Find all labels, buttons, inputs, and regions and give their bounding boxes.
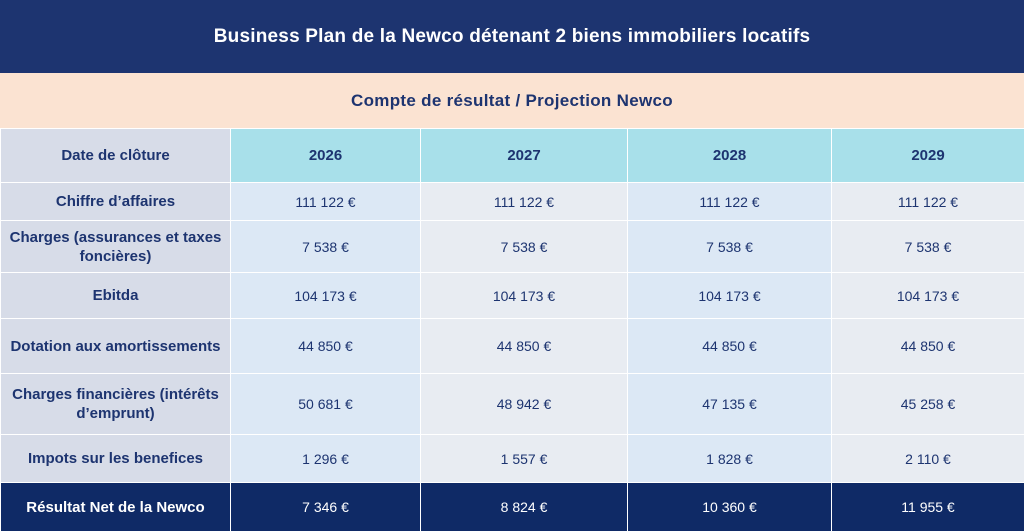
table-subtitle: Compte de résultat / Projection Newco bbox=[0, 73, 1024, 128]
cell-value: 7 538 € bbox=[628, 221, 832, 273]
table-row: Dotation aux amortissements 44 850 € 44 … bbox=[1, 319, 1024, 374]
cell-value: 44 850 € bbox=[421, 319, 628, 374]
cell-value: 1 828 € bbox=[628, 435, 832, 483]
table-row: Charges (assurances et taxes foncières) … bbox=[1, 221, 1024, 273]
cell-value: 48 942 € bbox=[421, 374, 628, 435]
table-row: Chiffre d’affaires 111 122 € 111 122 € 1… bbox=[1, 183, 1024, 221]
cell-value: 111 122 € bbox=[421, 183, 628, 221]
cell-value: 44 850 € bbox=[832, 319, 1024, 374]
row-label: Ebitda bbox=[1, 273, 231, 319]
cell-value: 111 122 € bbox=[832, 183, 1024, 221]
table-row: Charges financières (intérêts d’emprunt)… bbox=[1, 374, 1024, 435]
cell-value: 45 258 € bbox=[832, 374, 1024, 435]
table-title: Business Plan de la Newco détenant 2 bie… bbox=[0, 0, 1024, 73]
business-plan-table: Date de clôture 2026 2027 2028 2029 Chif… bbox=[0, 128, 1024, 532]
cell-value: 7 538 € bbox=[832, 221, 1024, 273]
table-row: Impots sur les benefices 1 296 € 1 557 €… bbox=[1, 435, 1024, 483]
cell-value: 104 173 € bbox=[628, 273, 832, 319]
cell-value: 11 955 € bbox=[832, 483, 1024, 532]
cell-value: 111 122 € bbox=[231, 183, 421, 221]
cell-value: 50 681 € bbox=[231, 374, 421, 435]
row-label: Impots sur les benefices bbox=[1, 435, 231, 483]
cell-value: 47 135 € bbox=[628, 374, 832, 435]
cell-value: 2 110 € bbox=[832, 435, 1024, 483]
cell-value: 7 538 € bbox=[421, 221, 628, 273]
net-result-row: Résultat Net de la Newco 7 346 € 8 824 €… bbox=[1, 483, 1024, 532]
cell-value: 104 173 € bbox=[832, 273, 1024, 319]
cell-value: 7 346 € bbox=[231, 483, 421, 532]
cell-value: 1 296 € bbox=[231, 435, 421, 483]
cell-value: 7 538 € bbox=[231, 221, 421, 273]
cell-value: 104 173 € bbox=[231, 273, 421, 319]
cell-value: 8 824 € bbox=[421, 483, 628, 532]
row-label: Chiffre d’affaires bbox=[1, 183, 231, 221]
header-year: 2026 bbox=[231, 129, 421, 183]
cell-value: 44 850 € bbox=[231, 319, 421, 374]
cell-value: 44 850 € bbox=[628, 319, 832, 374]
header-label: Date de clôture bbox=[1, 129, 231, 183]
cell-value: 111 122 € bbox=[628, 183, 832, 221]
row-label: Résultat Net de la Newco bbox=[1, 483, 231, 532]
cell-value: 104 173 € bbox=[421, 273, 628, 319]
row-label: Dotation aux amortissements bbox=[1, 319, 231, 374]
header-row: Date de clôture 2026 2027 2028 2029 bbox=[1, 129, 1024, 183]
cell-value: 1 557 € bbox=[421, 435, 628, 483]
table-row: Ebitda 104 173 € 104 173 € 104 173 € 104… bbox=[1, 273, 1024, 319]
header-year: 2027 bbox=[421, 129, 628, 183]
header-year: 2028 bbox=[628, 129, 832, 183]
cell-value: 10 360 € bbox=[628, 483, 832, 532]
header-year: 2029 bbox=[832, 129, 1024, 183]
row-label: Charges financières (intérêts d’emprunt) bbox=[1, 374, 231, 435]
row-label: Charges (assurances et taxes foncières) bbox=[1, 221, 231, 273]
